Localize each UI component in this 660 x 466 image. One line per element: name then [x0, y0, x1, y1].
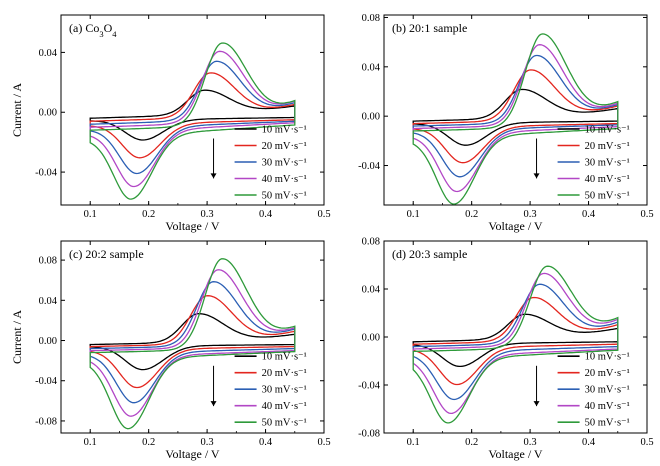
y-tick-label: 0.04 — [362, 62, 381, 73]
x-tick-label: 0.5 — [317, 437, 330, 448]
legend-entry: 10 mV·s⁻¹ — [585, 352, 630, 363]
panel-a: 0.1 0.2 0.3 0.4 0.5 -0.04 0.00 0.04 Voltage / V C… — [10, 14, 331, 233]
legend-entry: 20 mV·s⁻¹ — [262, 368, 307, 379]
y-tick-label: 0.04 — [39, 296, 58, 307]
legend-entry: 10 mV·s⁻¹ — [262, 352, 307, 363]
legend-entry: 30 mV·s⁻¹ — [585, 158, 630, 169]
y-tick-label: -0.08 — [35, 416, 57, 427]
legend-entry: 50 mV·s⁻¹ — [262, 191, 307, 202]
x-tick-label: 0.1 — [84, 437, 97, 448]
x-tick-label: 0.4 — [582, 437, 596, 448]
x-tick-label: 0.3 — [201, 209, 214, 220]
x-tick-label: 0.1 — [84, 209, 97, 220]
y-tick-label: -0.04 — [358, 161, 381, 172]
cv-curve-series-5 — [89, 42, 296, 200]
legend-entry: 20 mV·s⁻¹ — [262, 141, 307, 152]
legend-entry: 30 mV·s⁻¹ — [262, 158, 307, 169]
x-tick-label: 0.1 — [407, 209, 420, 220]
x-tick-label: 0.4 — [259, 437, 273, 448]
panel-c: 0.1 0.2 0.3 0.4 0.5 -0.08 -0.04 0.00 0.04 0.08 Vol… — [10, 240, 331, 461]
legend-entry: 20 mV·s⁻¹ — [585, 141, 630, 152]
cv-curve-series-5 — [89, 258, 296, 430]
plot-frame — [60, 240, 325, 434]
y-tick-label: -0.04 — [358, 381, 381, 392]
legend-entry: 40 mV·s⁻¹ — [262, 401, 307, 412]
y-axis-label: Current / A — [10, 83, 24, 137]
y-tick-label: -0.08 — [358, 429, 380, 440]
y-tick-label: 0.08 — [39, 256, 57, 267]
x-tick-label: 0.2 — [465, 437, 478, 448]
x-axis-label: Voltage / V — [165, 447, 220, 461]
x-axis-label: Voltage / V — [165, 219, 220, 233]
scan-rate-arrowhead — [533, 401, 540, 407]
plot-frame — [383, 14, 648, 206]
panel-d: 0.1 0.2 0.3 0.4 0.5 -0.08 -0.04 0.00 0.04 0.08 Vol… — [358, 237, 653, 462]
x-tick-label: 0.3 — [524, 437, 537, 448]
legend-entry: 50 mV·s⁻¹ — [262, 418, 307, 429]
legend-entry: 10 mV·s⁻¹ — [585, 125, 630, 136]
legend-entry: 40 mV·s⁻¹ — [585, 174, 630, 185]
x-tick-label: 0.5 — [640, 209, 653, 220]
y-tick-label: 0.00 — [39, 108, 57, 119]
x-tick-label: 0.2 — [142, 209, 155, 220]
panel-title: (d) 20:3 sample — [392, 247, 467, 261]
legend-entry: 20 mV·s⁻¹ — [585, 368, 630, 379]
x-axis-label: Voltage / V — [488, 447, 543, 461]
y-tick-label: 0.00 — [39, 336, 57, 347]
cv-curve-series-5 — [412, 265, 619, 424]
x-tick-label: 0.2 — [465, 209, 478, 220]
cv-curve-series-5 — [412, 33, 619, 205]
panel-title: (c) 20:2 sample — [69, 247, 144, 261]
y-tick-label: 0.00 — [362, 112, 380, 123]
x-tick-label: 0.4 — [259, 209, 273, 220]
scan-rate-arrowhead — [210, 401, 217, 407]
panel-title: (b) 20:1 sample — [392, 21, 467, 35]
panel-title: (a) Co3O4 — [69, 21, 117, 39]
x-tick-label: 0.2 — [142, 437, 155, 448]
cv-curve-series-4 — [412, 44, 619, 193]
x-tick-label: 0.4 — [582, 209, 596, 220]
legend-entry: 40 mV·s⁻¹ — [585, 401, 630, 412]
legend-entry: 50 mV·s⁻¹ — [585, 418, 630, 429]
legend-entry: 30 mV·s⁻¹ — [585, 385, 630, 396]
y-tick-label: -0.04 — [35, 376, 58, 387]
x-tick-label: 0.5 — [640, 437, 653, 448]
y-tick-label: -0.04 — [35, 168, 58, 179]
legend-entry: 50 mV·s⁻¹ — [585, 191, 630, 202]
scan-rate-arrowhead — [210, 173, 217, 179]
plot-frame — [60, 14, 325, 206]
legend-entry: 30 mV·s⁻¹ — [262, 385, 307, 396]
y-tick-label: 0.04 — [362, 285, 381, 296]
x-tick-label: 0.3 — [201, 437, 214, 448]
y-axis-label: Current / A — [10, 310, 24, 364]
panel-b: 0.1 0.2 0.3 0.4 0.5 -0.04 0.00 0.04 0.08 Voltage … — [358, 13, 653, 233]
x-tick-label: 0.5 — [317, 209, 330, 220]
y-tick-label: 0.08 — [362, 13, 380, 24]
y-tick-label: 0.00 — [362, 333, 380, 344]
y-tick-label: 0.08 — [362, 237, 380, 248]
x-axis-label: Voltage / V — [488, 219, 543, 233]
scan-rate-arrowhead — [533, 173, 540, 179]
legend-entry: 40 mV·s⁻¹ — [262, 174, 307, 185]
y-tick-label: 0.04 — [39, 48, 58, 59]
legend-entry: 10 mV·s⁻¹ — [262, 125, 307, 136]
x-tick-label: 0.1 — [407, 437, 420, 448]
x-tick-label: 0.3 — [524, 209, 537, 220]
